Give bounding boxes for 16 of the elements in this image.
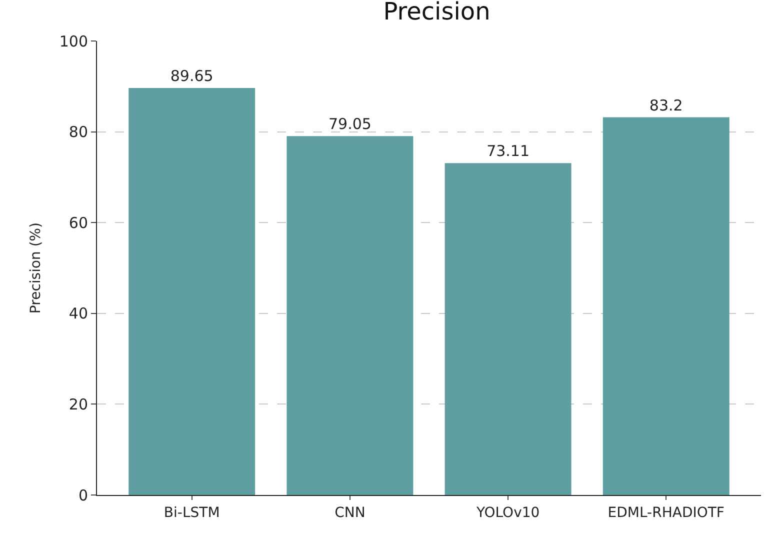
data-label: 73.11 [486, 142, 530, 160]
y-tick-label: 0 [78, 486, 88, 504]
y-axis-title: Precision (%) [28, 222, 44, 314]
chart-title: Precision [383, 0, 490, 26]
x-tick-label: CNN [334, 504, 366, 521]
y-tick-label: 60 [68, 214, 88, 232]
x-tick-label: YOLOv10 [475, 504, 540, 521]
x-tick-label: Bi-LSTM [164, 504, 220, 521]
y-tick-label: 40 [68, 304, 88, 323]
y-tick-label: 20 [68, 395, 88, 414]
x-tick-label: EDML-RHADIOTF [608, 504, 724, 521]
y-tick-label: 80 [68, 123, 88, 142]
data-label: 79.05 [328, 115, 372, 134]
data-label: 83.2 [649, 96, 683, 114]
data-label: 89.65 [170, 66, 214, 85]
y-tick-label: 100 [59, 32, 88, 50]
